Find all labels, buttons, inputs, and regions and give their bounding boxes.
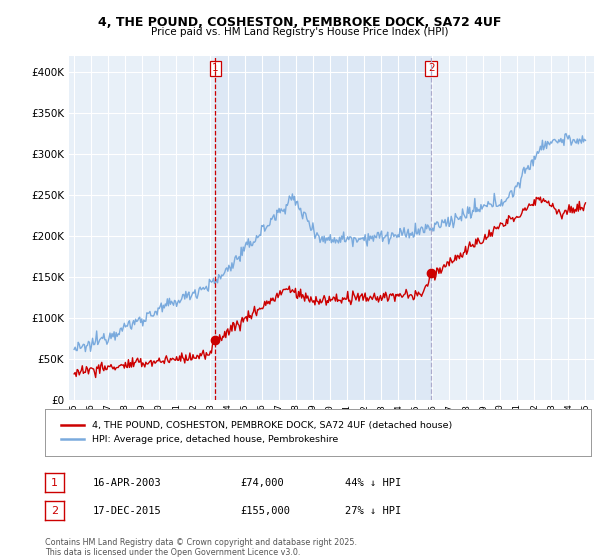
Text: 17-DEC-2015: 17-DEC-2015 (93, 506, 162, 516)
Text: 19: 19 (69, 432, 79, 441)
Legend: 4, THE POUND, COSHESTON, PEMBROKE DOCK, SA72 4UF (detached house), HPI: Average : 4, THE POUND, COSHESTON, PEMBROKE DOCK, … (55, 415, 458, 450)
Text: £155,000: £155,000 (240, 506, 290, 516)
Text: 44% ↓ HPI: 44% ↓ HPI (345, 478, 401, 488)
Text: 20: 20 (205, 432, 216, 441)
Text: 19: 19 (137, 432, 148, 441)
Text: 20: 20 (171, 432, 182, 441)
Text: 20: 20 (427, 432, 437, 441)
Text: 20: 20 (478, 432, 488, 441)
Text: 20: 20 (239, 432, 250, 441)
Text: 20: 20 (495, 432, 506, 441)
Text: 20: 20 (290, 432, 301, 441)
Text: 20: 20 (188, 432, 199, 441)
Text: 20: 20 (410, 432, 421, 441)
Text: 4, THE POUND, COSHESTON, PEMBROKE DOCK, SA72 4UF: 4, THE POUND, COSHESTON, PEMBROKE DOCK, … (98, 16, 502, 29)
Text: 20: 20 (461, 432, 472, 441)
Text: 20: 20 (529, 432, 540, 441)
Text: 20: 20 (392, 432, 403, 441)
Text: 20: 20 (256, 432, 267, 441)
Text: 2: 2 (51, 506, 58, 516)
Bar (215, 56, 431, 400)
Text: 1: 1 (212, 63, 219, 73)
Text: 20: 20 (563, 432, 574, 441)
Text: 16-APR-2003: 16-APR-2003 (93, 478, 162, 488)
Text: 19: 19 (120, 432, 131, 441)
Text: 19: 19 (103, 432, 113, 441)
Text: 20: 20 (273, 432, 284, 441)
Text: 20: 20 (341, 432, 352, 441)
Text: 27% ↓ HPI: 27% ↓ HPI (345, 506, 401, 516)
Text: 20: 20 (546, 432, 557, 441)
Text: 2: 2 (428, 63, 434, 73)
Text: 20: 20 (376, 432, 386, 441)
Text: 20: 20 (325, 432, 335, 441)
Text: 20: 20 (222, 432, 233, 441)
Text: 20: 20 (444, 432, 454, 441)
Text: 1: 1 (51, 478, 58, 488)
Text: 20: 20 (307, 432, 318, 441)
Text: 20: 20 (512, 432, 523, 441)
Text: 20: 20 (580, 432, 591, 441)
Text: Price paid vs. HM Land Registry's House Price Index (HPI): Price paid vs. HM Land Registry's House … (151, 27, 449, 38)
Text: 20: 20 (154, 432, 165, 441)
Text: 19: 19 (86, 432, 97, 441)
Text: 20: 20 (359, 432, 369, 441)
Text: Contains HM Land Registry data © Crown copyright and database right 2025.
This d: Contains HM Land Registry data © Crown c… (45, 538, 357, 557)
Text: £74,000: £74,000 (240, 478, 284, 488)
